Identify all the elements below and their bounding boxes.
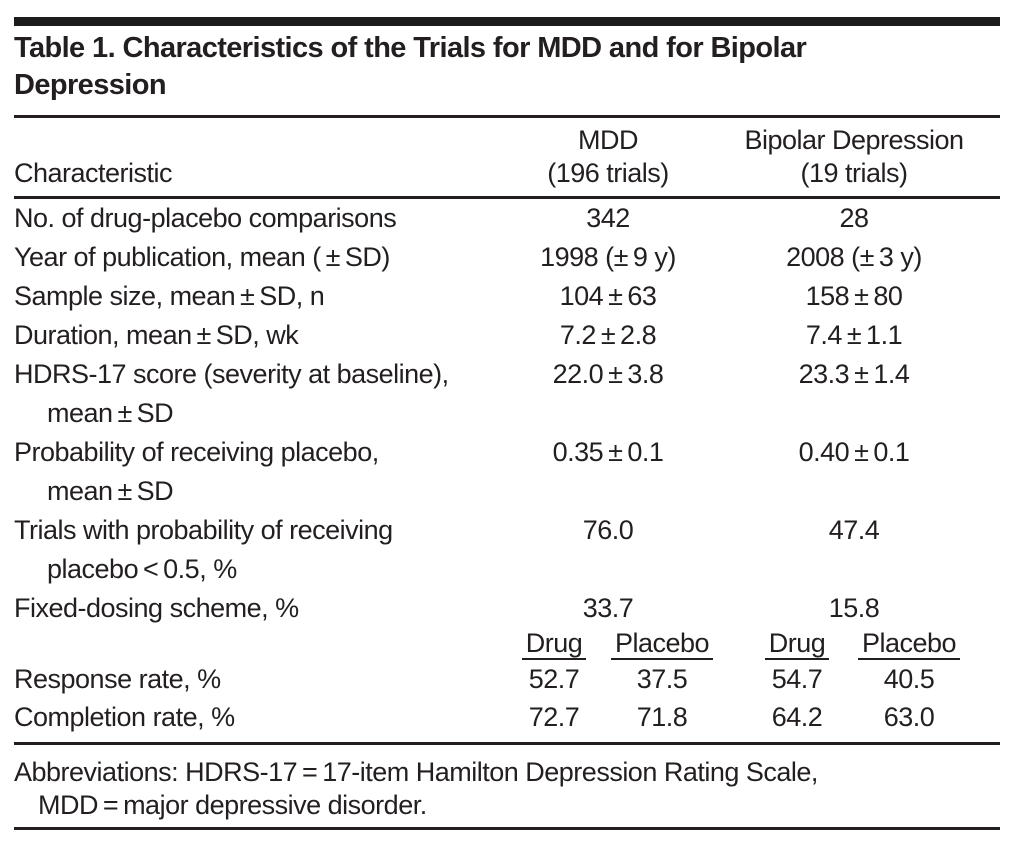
subheader-bipolar-drug: Drug — [742, 629, 852, 660]
bipolar-drug-value: 54.7 — [771, 663, 823, 694]
table-header: Characteristic MDD (196 trials) Bipolar … — [14, 118, 1000, 196]
table-title: Table 1. Characteristics of the Trials f… — [14, 30, 1000, 104]
table-row-publication-year: Year of publication, mean ( ± SD) 1998 (… — [14, 238, 1000, 277]
footnote-line2: MDD = major depressive disorder. — [38, 789, 427, 820]
mdd-placebo-value: 37.5 — [636, 663, 688, 694]
table-title-line2: Depression — [14, 69, 167, 101]
row-label: Sample size, mean ± SD, n — [14, 280, 325, 311]
column-header-mdd-trials: (196 trials) — [547, 158, 669, 188]
column-header-characteristic: Characteristic — [14, 158, 173, 188]
row-label: Probability of receiving placebo, mean ±… — [14, 436, 379, 506]
table-row-hdrs-score: HDRS-17 score (severity at baseline), me… — [14, 355, 1000, 433]
mdd-value: 76.0 — [582, 514, 634, 545]
column-header-bipolar-trials: (19 trials) — [800, 158, 908, 188]
table-row-placebo-probability: Probability of receiving placebo, mean ±… — [14, 433, 1000, 511]
row-label: HDRS-17 score (severity at baseline), me… — [14, 358, 449, 428]
column-header-bipolar: Bipolar Depression (19 trials) — [742, 124, 966, 190]
bipolar-value: 2008 (± 3 y) — [786, 241, 922, 272]
mdd-value: 7.2 ± 2.8 — [559, 319, 657, 350]
bipolar-value: 0.40 ± 0.1 — [798, 436, 910, 467]
footnote-line1: Abbreviations: HDRS-17 = 17-item Hamilto… — [14, 756, 818, 787]
top-rule — [14, 17, 1000, 26]
subheader-bipolar-placebo: Placebo — [852, 629, 966, 660]
table-row-trials-below-half: Trials with probability of receiving pla… — [14, 511, 1000, 589]
abbreviations-footnote: Abbreviations: HDRS-17 = 17-item Hamilto… — [14, 745, 1000, 822]
bipolar-value: 47.4 — [828, 514, 880, 545]
row-label: Fixed-dosing scheme, % — [14, 592, 299, 623]
table-row-duration: Duration, mean ± SD, wk 7.2 ± 2.8 7.4 ± … — [14, 316, 1000, 355]
row-label: Trials with probability of receiving pla… — [14, 514, 393, 584]
mdd-value: 33.7 — [582, 592, 634, 623]
row-label: Year of publication, mean ( ± SD) — [14, 241, 390, 272]
subheader-mdd-placebo: Placebo — [608, 629, 716, 660]
column-header-bipolar-name: Bipolar Depression — [744, 125, 964, 155]
mdd-value: 0.35 ± 0.1 — [552, 436, 664, 467]
column-header-mdd: MDD (196 trials) — [500, 124, 716, 190]
mdd-value: 22.0 ± 3.8 — [552, 358, 664, 389]
column-header-mdd-name: MDD — [578, 125, 639, 155]
bottom-rule — [14, 826, 1000, 830]
row-label: No. of drug-placebo comparisons — [14, 202, 397, 233]
mdd-placebo-value: 71.8 — [636, 701, 688, 732]
mdd-value: 104 ± 63 — [559, 280, 657, 311]
table-figure: Table 1. Characteristics of the Trials f… — [14, 17, 1000, 830]
row-label: Response rate, % — [14, 663, 221, 694]
row-label: Completion rate, % — [14, 701, 235, 732]
bipolar-value: 7.4 ± 1.1 — [805, 319, 903, 350]
mdd-drug-value: 72.7 — [528, 701, 580, 732]
table-title-line1: Table 1. Characteristics of the Trials f… — [14, 32, 807, 64]
mdd-value: 1998 (± 9 y) — [540, 241, 676, 272]
mdd-value: 342 — [586, 202, 630, 233]
table-row-response-rate: Response rate, % 52.7 37.5 54.7 40.5 — [14, 660, 1000, 698]
bipolar-value: 15.8 — [828, 592, 880, 623]
table-row-comparisons: No. of drug-placebo comparisons 342 28 — [14, 199, 1000, 238]
body-bottom-rule — [14, 741, 1000, 745]
title-rule — [14, 115, 1000, 118]
mdd-drug-value: 52.7 — [528, 663, 580, 694]
bipolar-placebo-value: 63.0 — [883, 701, 935, 732]
row-label: Duration, mean ± SD, wk — [14, 319, 299, 350]
drug-placebo-subheader: Drug Placebo Drug Placebo — [14, 628, 1000, 660]
table-row-completion-rate: Completion rate, % 72.7 71.8 64.2 63.0 — [14, 698, 1000, 736]
bipolar-value: 23.3 ± 1.4 — [798, 358, 910, 389]
bipolar-drug-value: 64.2 — [771, 701, 823, 732]
column-gap — [716, 124, 742, 190]
subheader-mdd-drug: Drug — [500, 629, 608, 660]
header-rule — [14, 196, 1000, 199]
table-row-fixed-dosing: Fixed-dosing scheme, % 33.7 15.8 — [14, 589, 1000, 628]
bipolar-placebo-value: 40.5 — [883, 663, 935, 694]
bipolar-value: 158 ± 80 — [805, 280, 903, 311]
table-row-sample-size: Sample size, mean ± SD, n 104 ± 63 158 ±… — [14, 277, 1000, 316]
bipolar-value: 28 — [839, 202, 869, 233]
